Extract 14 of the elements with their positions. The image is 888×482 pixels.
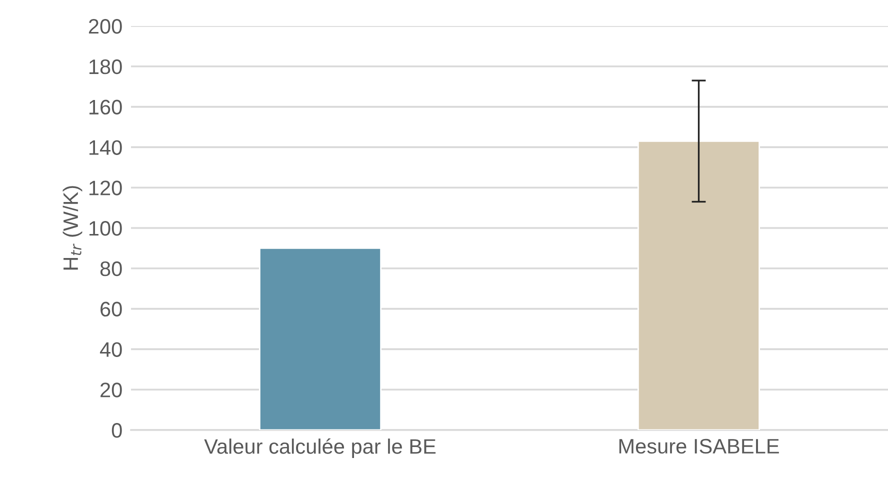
y-tick-label: 40	[100, 342, 122, 357]
y-tick-label: 80	[100, 261, 122, 276]
y-tick-label: 120	[90, 180, 122, 196]
y-tick-label: 200	[88, 19, 122, 34]
x-tick-label: Valeur calculée par le BE	[204, 438, 436, 458]
y-tick-label: 60	[100, 302, 122, 317]
y-tick-label: 20	[100, 382, 122, 398]
y-tick-label: 100	[90, 221, 122, 236]
x-tick-label: Mesure ISABELE	[619, 438, 779, 454]
y-tick-label: 140	[90, 140, 122, 155]
y-axis-title: H$_{tr}$ (W/K)	[62, 186, 82, 270]
y-tick-label: 180	[90, 59, 122, 74]
y-tick-label: 160	[90, 100, 122, 115]
y-tick-label: 0	[112, 423, 122, 438]
